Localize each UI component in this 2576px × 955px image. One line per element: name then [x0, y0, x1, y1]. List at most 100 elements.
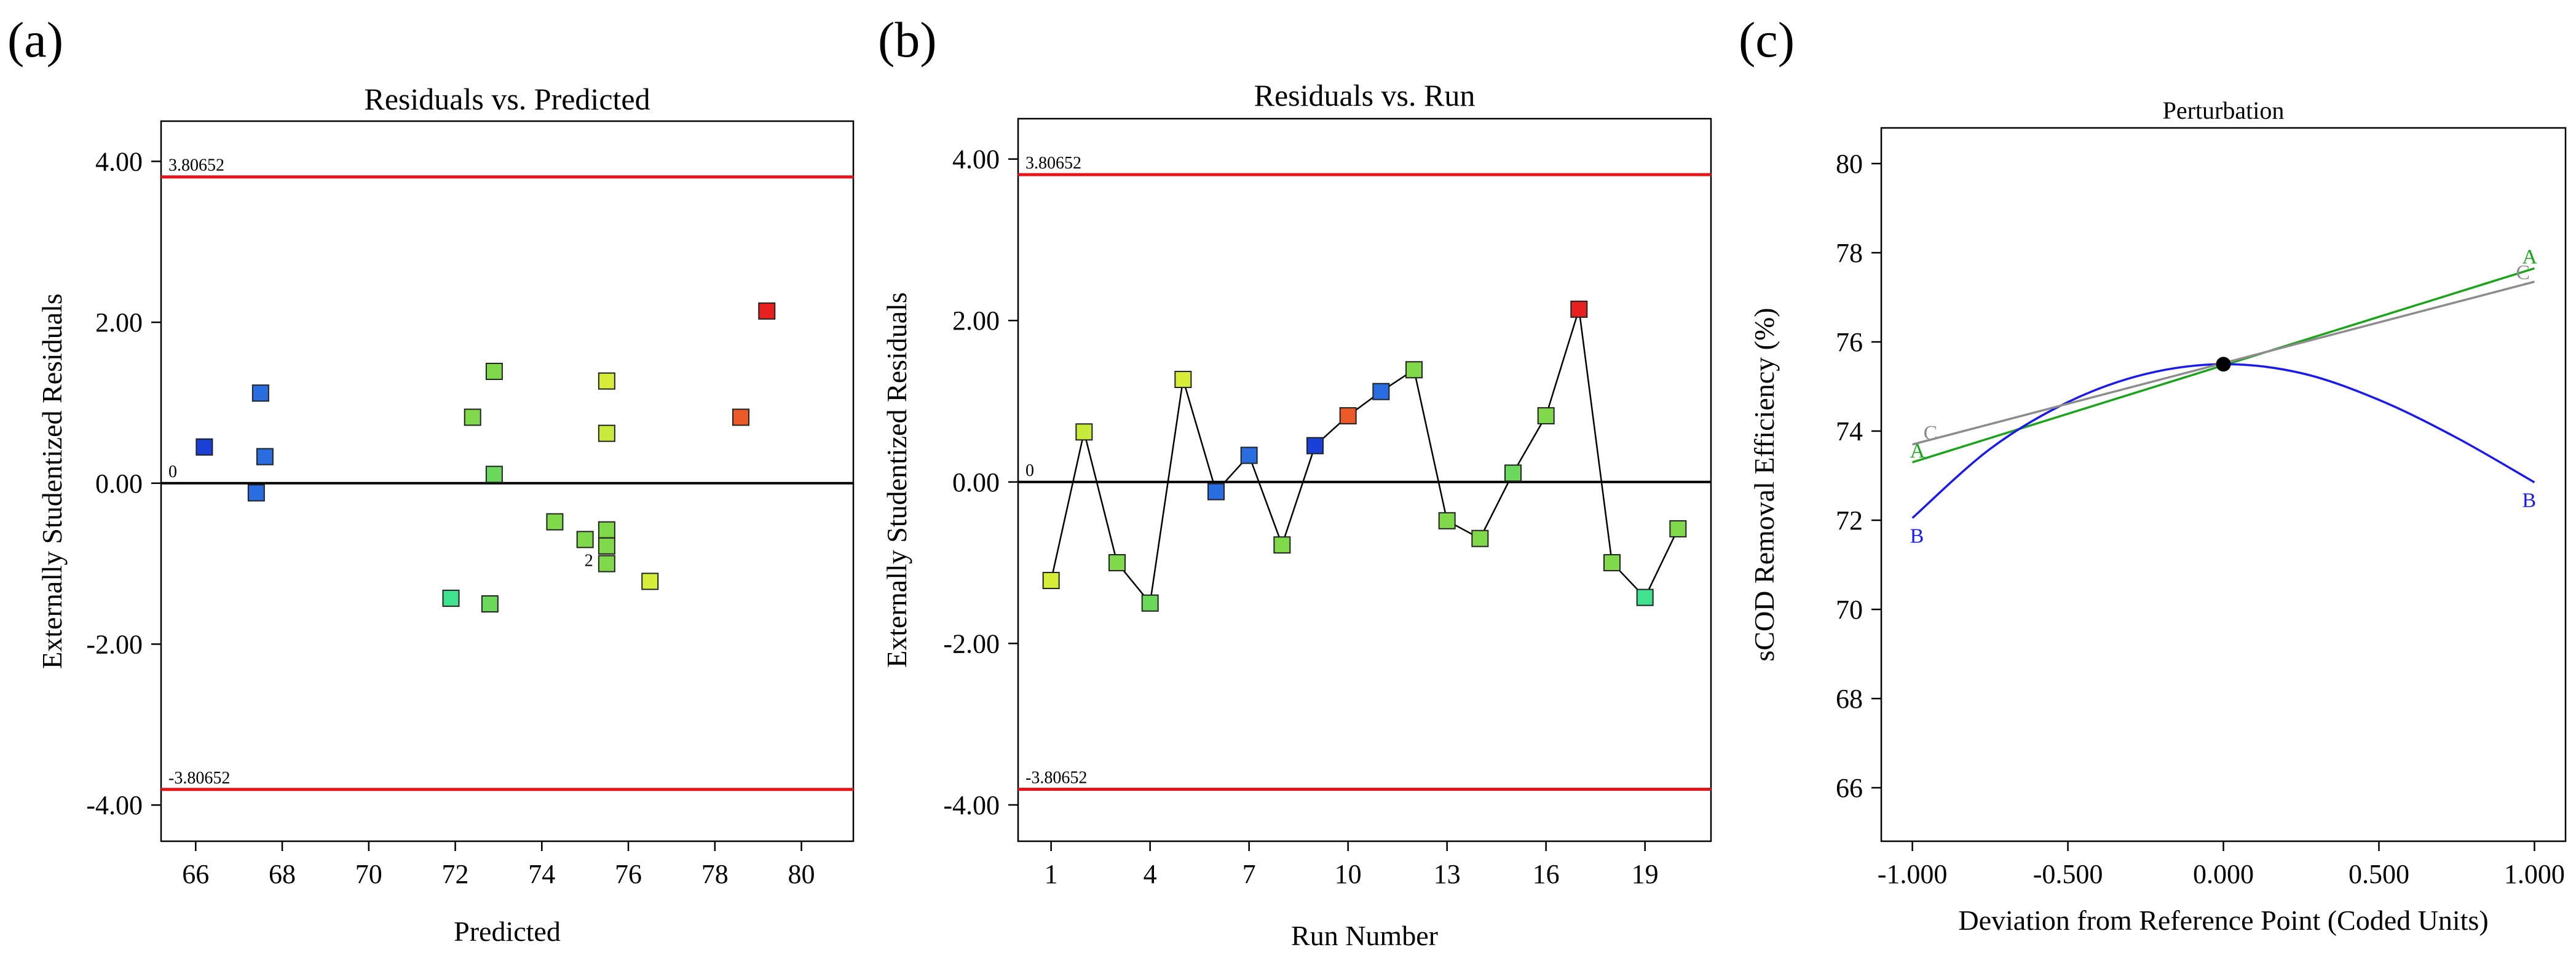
data-point	[1603, 554, 1621, 572]
chart-a-residuals-vs-predicted: Residuals vs. Predicted 66 68 70 72 74 76 78 80 4…	[36, 82, 855, 947]
data-point	[1108, 554, 1126, 572]
x-tick-label: 72	[442, 859, 469, 889]
chart-b-residuals-vs-run: Residuals vs. Run 1 4 7 10 13 16 19 4.00 2.00 0.00…	[881, 78, 1712, 951]
x-tick-label: 7	[1243, 859, 1256, 889]
y-tick-label: 70	[1836, 595, 1863, 625]
y-tick-label: -4.00	[86, 790, 143, 820]
y-tick-label: 0.00	[952, 467, 1000, 497]
data-point	[1471, 529, 1489, 547]
x-tick-label: 0.500	[2349, 859, 2409, 889]
x-axis-label: Predicted	[454, 916, 561, 947]
plot-frame	[160, 120, 855, 842]
x-tick-label: 66	[182, 859, 209, 889]
series-line	[1050, 309, 1679, 605]
data-point	[546, 513, 564, 531]
series-label-end: C	[2516, 261, 2530, 284]
reference-line-label: -3.80652	[168, 769, 230, 788]
y-tick-label: 2.00	[952, 306, 1000, 336]
x-tick-label: 4	[1144, 859, 1157, 889]
data-point	[481, 595, 499, 613]
reference-line-label: 3.80652	[168, 156, 224, 175]
y-tick-label: 80	[1836, 149, 1863, 179]
x-axis-label: Run Number	[1291, 920, 1438, 951]
x-tick-label: 0.000	[2193, 859, 2254, 889]
x-tick-label: 80	[788, 859, 815, 889]
data-point	[758, 302, 776, 320]
y-axis-label: Externally Studentized Residuals	[36, 293, 68, 669]
data-point	[1141, 594, 1159, 612]
data-point	[1240, 446, 1258, 464]
series-label-end: A	[2522, 245, 2537, 268]
data-point	[256, 448, 274, 466]
x-tick-label: 78	[701, 859, 729, 889]
data-point	[1438, 512, 1456, 529]
y-tick-label: 2.00	[95, 307, 143, 338]
y-tick-label: -2.00	[86, 629, 143, 659]
series-label-start: C	[1924, 422, 1938, 445]
y-axis-label: Externally Studentized Residuals	[881, 292, 912, 668]
point-annotation: 2	[585, 552, 593, 571]
x-tick-label: 13	[1434, 859, 1461, 889]
reference-line-label: 0	[1025, 461, 1034, 480]
data-point	[598, 555, 615, 573]
y-tick-label: 72	[1836, 505, 1863, 536]
data-point	[1405, 361, 1423, 379]
data-point	[598, 424, 615, 442]
data-point	[1339, 407, 1357, 425]
data-point	[464, 408, 481, 426]
data-point	[576, 531, 594, 549]
data-point	[598, 372, 615, 390]
data-point	[1273, 536, 1291, 554]
x-axis-label: Deviation from Reference Point (Coded Un…	[1958, 905, 2488, 936]
x-tick-label: 68	[269, 859, 296, 889]
x-tick-label: 19	[1632, 859, 1659, 889]
data-point	[1636, 588, 1654, 606]
reference-line-label: 0	[168, 462, 177, 481]
data-point	[485, 466, 503, 483]
y-tick-label: 74	[1836, 416, 1863, 446]
data-point	[732, 408, 750, 426]
y-tick-label: 66	[1836, 773, 1863, 803]
data-point	[251, 384, 269, 402]
y-tick-label: -4.00	[943, 790, 1000, 820]
reference-line-label: -3.80652	[1025, 769, 1087, 788]
data-point	[1207, 483, 1225, 501]
reference-line-label: 3.80652	[1025, 154, 1081, 173]
plot-frame	[1017, 117, 1712, 842]
data-point	[1570, 300, 1588, 318]
chart-title: Residuals vs. Predicted	[364, 82, 650, 116]
y-tick-label: 68	[1836, 684, 1863, 714]
data-point	[1372, 382, 1390, 400]
data-point	[1174, 371, 1192, 389]
data-point	[1075, 423, 1093, 441]
data-point	[485, 362, 503, 380]
data-point	[1669, 520, 1687, 537]
x-tick-label: 10	[1335, 859, 1362, 889]
plot-frame	[1880, 127, 2567, 842]
data-point	[247, 484, 265, 502]
series-label-end: B	[2522, 489, 2536, 512]
series-label-start: B	[1910, 525, 1924, 547]
x-tick-label: 16	[1533, 859, 1560, 889]
x-tick-label: 1.000	[2504, 859, 2565, 889]
x-tick-label: 70	[355, 859, 382, 889]
data-point	[598, 537, 615, 555]
x-tick-label: -1.000	[1878, 859, 1948, 889]
y-tick-label: 0.00	[95, 469, 143, 499]
y-tick-label: 78	[1836, 238, 1863, 268]
chart-title: Perturbation	[2163, 97, 2285, 124]
x-tick-label: 74	[528, 859, 555, 889]
y-tick-label: 4.00	[952, 145, 1000, 175]
y-tick-label: 4.00	[95, 146, 143, 176]
data-point	[598, 521, 615, 539]
x-tick-label: -0.500	[2033, 859, 2103, 889]
x-tick-label: 76	[615, 859, 642, 889]
data-point	[442, 589, 460, 607]
x-tick-label: 1	[1045, 859, 1058, 889]
data-point	[1042, 571, 1060, 589]
series-line-B	[1911, 363, 2535, 519]
data-point	[1504, 464, 1522, 482]
chart-c-perturbation: Perturbation -1.000 -0.500 0.000 0.500 1.000 6…	[1748, 97, 2567, 936]
panel-a-label: (a)	[7, 12, 63, 68]
